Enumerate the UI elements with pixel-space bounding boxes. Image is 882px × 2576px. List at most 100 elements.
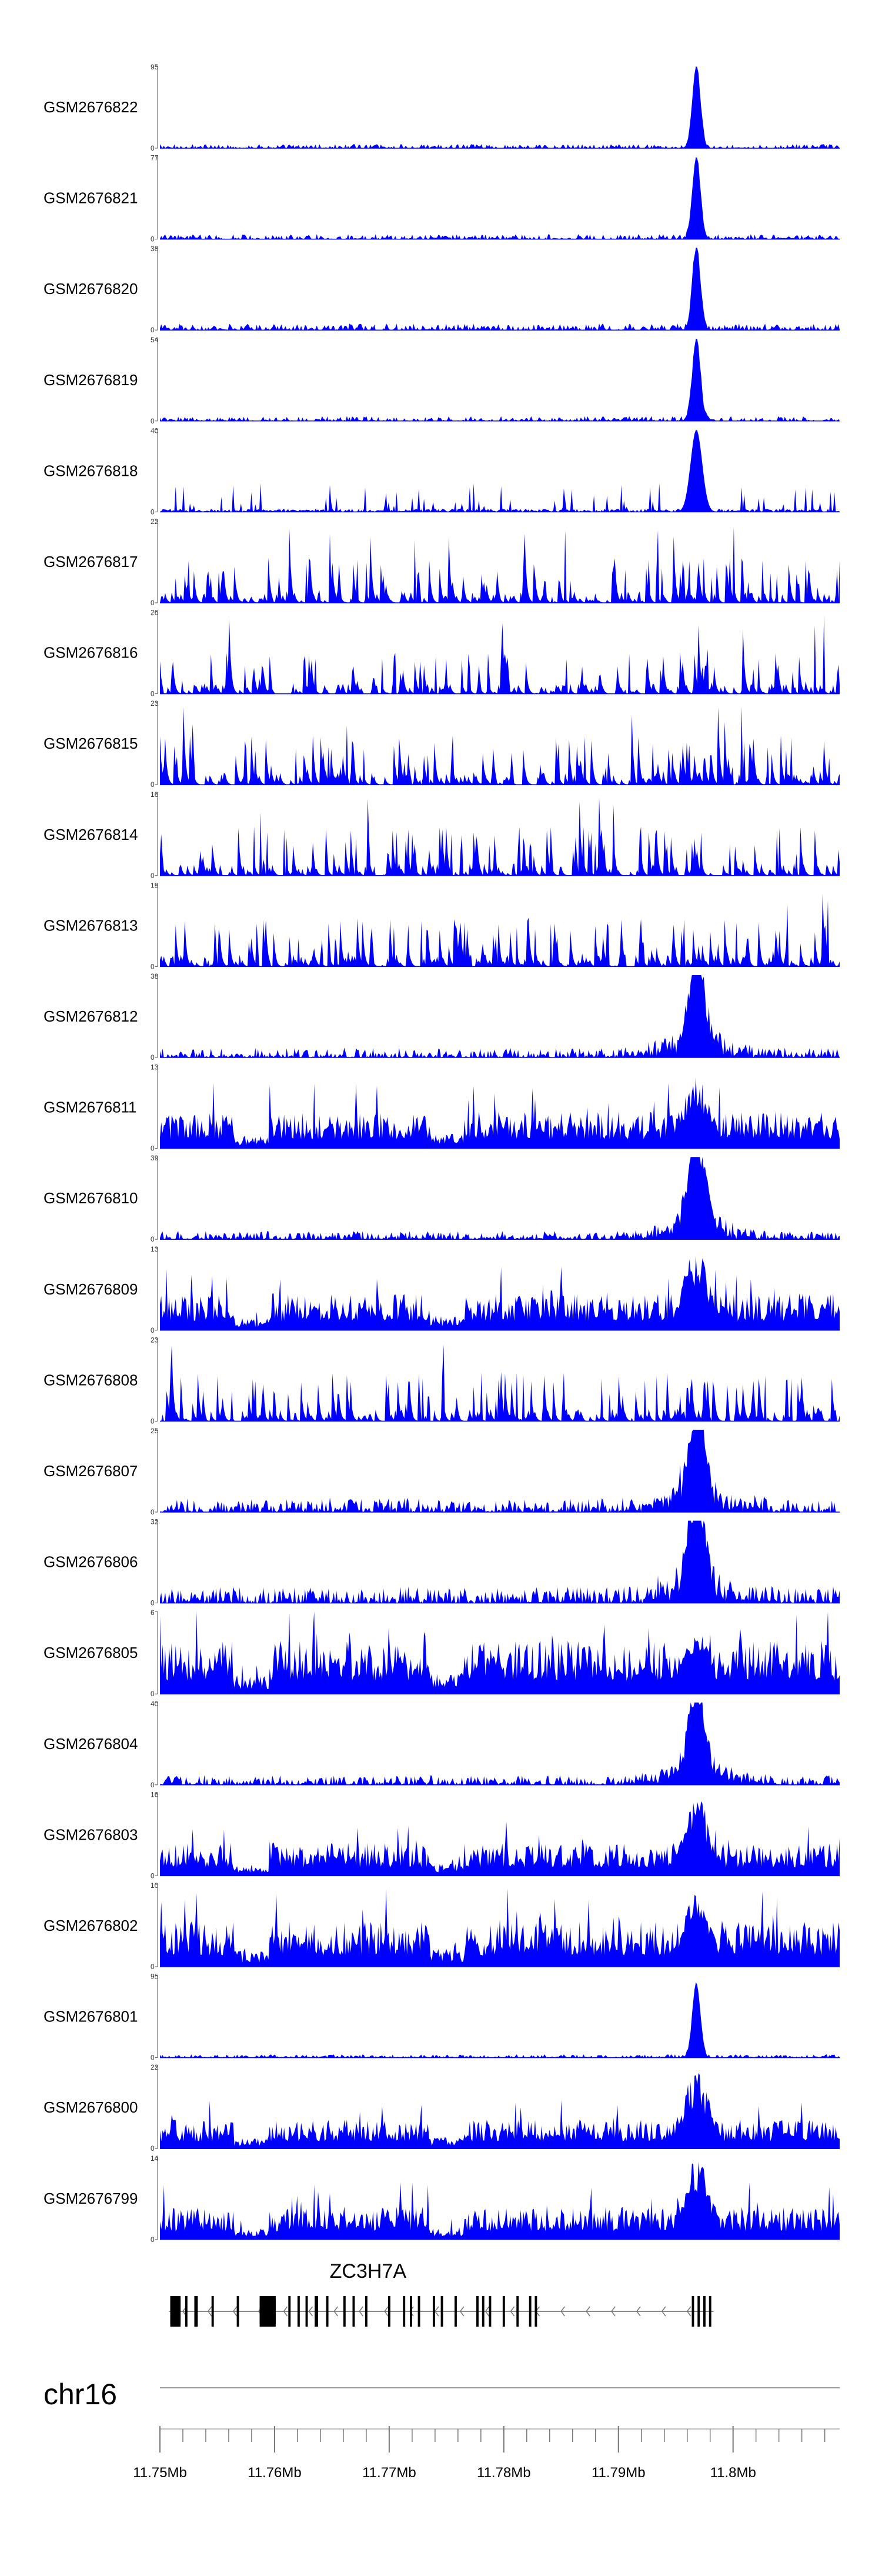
exon-11 <box>326 2296 329 2327</box>
coverage-area <box>160 615 840 694</box>
track-GSM2676815: GSM2676815 23 0 <box>44 699 840 789</box>
y-min-label: 0 <box>151 962 155 970</box>
strand-arrow-icon <box>308 2306 313 2317</box>
coverage-area <box>160 338 840 421</box>
track-GSM2676822: GSM2676822 95 0 <box>44 63 840 152</box>
x-tick-label: 11.75Mb <box>133 2465 187 2481</box>
track-GSM2676809: GSM2676809 13 0 <box>44 1245 840 1334</box>
strand-arrow-icon <box>409 2306 414 2317</box>
y-max-label: 14 <box>151 2154 159 2163</box>
strand-arrow-icon <box>459 2306 465 2317</box>
exon-27 <box>529 2296 532 2327</box>
y-max-label: 54 <box>151 336 159 344</box>
track-label: GSM2676800 <box>44 2098 138 2116</box>
coverage-area <box>160 1982 840 2058</box>
track-label: GSM2676817 <box>44 553 138 570</box>
y-min-label: 0 <box>151 1508 155 1516</box>
coverage-area <box>160 893 840 967</box>
y-max-label: 16 <box>151 1790 159 1798</box>
y-min-label: 0 <box>151 1781 155 1789</box>
y-max-label: 32 <box>151 1518 159 1526</box>
coverage-area <box>160 429 840 512</box>
track-GSM2676819: GSM2676819 54 0 <box>44 336 840 425</box>
coverage-area <box>160 1077 840 1149</box>
exon-16 <box>403 2296 406 2327</box>
exon-30 <box>697 2296 700 2327</box>
y-min-label: 0 <box>151 690 155 698</box>
track-label: GSM2676821 <box>44 189 138 207</box>
track-label: GSM2676819 <box>44 371 138 389</box>
y-max-label: 95 <box>151 1973 159 1981</box>
y-min-label: 0 <box>151 1963 155 1971</box>
coverage-area <box>160 1256 840 1330</box>
track-GSM2676803: GSM2676803 16 0 <box>44 1790 840 1880</box>
exon-19 <box>432 2296 435 2327</box>
track-label: GSM2676815 <box>44 735 138 752</box>
y-max-label: 13 <box>151 1245 159 1253</box>
y-min-label: 0 <box>151 417 155 425</box>
chromosome-label: chr16 <box>44 2378 117 2411</box>
y-max-label: 22 <box>151 2063 159 2071</box>
strand-arrow-icon <box>510 2306 515 2317</box>
x-tick-label: 11.77Mb <box>362 2465 416 2481</box>
exon-13 <box>352 2296 355 2327</box>
coverage-area <box>160 1801 840 1876</box>
exon-15 <box>387 2296 390 2327</box>
strand-arrow-icon <box>283 2306 288 2317</box>
x-tick-label: 11.76Mb <box>248 2465 302 2481</box>
y-max-label: 77 <box>151 154 159 162</box>
y-min-label: 0 <box>151 1690 155 1698</box>
y-max-label: 26 <box>151 609 159 617</box>
x-tick-label: 11.79Mb <box>592 2465 646 2481</box>
y-min-label: 0 <box>151 326 155 334</box>
coverage-area <box>160 1611 840 1694</box>
genome-axis: chr16 11.75Mb 11.76Mb 11.77Mb 11.78Mb 11.79Mb… <box>44 2378 840 2481</box>
track-GSM2676810: GSM2676810 39 0 <box>44 1154 840 1243</box>
exon-26 <box>516 2296 519 2327</box>
coverage-area <box>160 66 840 148</box>
gene-name-label: ZC3H7A <box>330 2260 407 2283</box>
track-label: GSM2676811 <box>44 1099 137 1116</box>
coverage-area <box>160 248 840 331</box>
track-label: GSM2676820 <box>44 280 138 298</box>
coverage-area <box>160 1520 840 1603</box>
y-max-label: 23 <box>151 1336 159 1344</box>
track-label: GSM2676801 <box>44 2008 138 2026</box>
y-max-label: 38 <box>151 245 159 253</box>
track-GSM2676806: GSM2676806 32 0 <box>44 1518 840 1607</box>
y-max-label: 95 <box>151 63 159 71</box>
exon-32 <box>709 2296 711 2327</box>
y-min-label: 0 <box>151 1144 155 1153</box>
exon-8 <box>297 2296 300 2327</box>
coverage-area <box>160 706 840 785</box>
exon-18 <box>417 2296 420 2327</box>
track-label: GSM2676816 <box>44 644 138 662</box>
x-tick-label: 11.78Mb <box>477 2465 531 2481</box>
track-label: GSM2676803 <box>44 1826 138 1843</box>
track-label: GSM2676804 <box>44 1735 138 1753</box>
track-label: GSM2676810 <box>44 1189 138 1207</box>
y-min-label: 0 <box>151 1053 155 1062</box>
exon-9 <box>305 2296 308 2327</box>
exon-10 <box>315 2296 319 2327</box>
y-max-label: 22 <box>151 518 159 526</box>
y-min-label: 0 <box>151 235 155 243</box>
y-max-label: 13 <box>151 1063 159 1072</box>
y-min-label: 0 <box>151 599 155 607</box>
y-max-label: 39 <box>151 1154 159 1162</box>
coverage-area <box>160 1344 840 1422</box>
y-min-label: 0 <box>151 1235 155 1243</box>
strand-arrow-icon <box>661 2306 666 2317</box>
strand-arrow-icon <box>207 2306 212 2317</box>
track-GSM2676800: GSM2676800 22 0 <box>44 2063 840 2153</box>
x-tick-label: 11.8Mb <box>710 2465 756 2481</box>
exon-3 <box>194 2296 198 2327</box>
strand-arrow-icon <box>560 2306 565 2317</box>
y-max-label: 16 <box>151 790 159 799</box>
exon-20 <box>440 2296 443 2327</box>
exon-17 <box>409 2296 412 2327</box>
track-GSM2676816: GSM2676816 26 0 <box>44 609 840 698</box>
track-GSM2676812: GSM2676812 38 0 <box>44 972 840 1062</box>
y-max-label: 23 <box>151 699 159 708</box>
y-min-label: 0 <box>151 872 155 880</box>
